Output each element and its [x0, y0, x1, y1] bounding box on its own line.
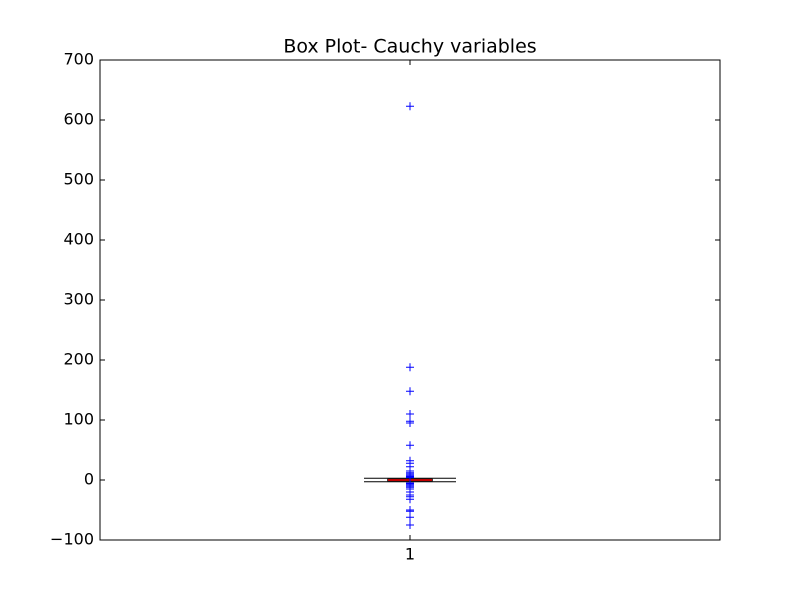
- flier: [406, 419, 414, 427]
- plot-frame: [99, 59, 721, 541]
- y-tick-label: 700: [63, 50, 94, 69]
- y-tick-label: 300: [63, 290, 94, 309]
- flier: [406, 513, 414, 522]
- flier: [406, 521, 414, 529]
- flier: [406, 387, 414, 396]
- y-tick-label: 400: [63, 230, 94, 249]
- y-tick-label: 500: [63, 170, 94, 189]
- flier: [406, 495, 414, 504]
- y-tick-label: 600: [63, 110, 94, 129]
- y-tick-label: −100: [50, 530, 94, 549]
- flier: [406, 363, 414, 372]
- y-tick-label: 200: [63, 350, 94, 369]
- y-tick-label: 0: [84, 470, 94, 489]
- y-tick-label: 100: [63, 410, 94, 429]
- flier: [406, 441, 414, 450]
- flier: [406, 410, 414, 418]
- flier: [406, 102, 414, 111]
- chart-title: Box Plot- Cauchy variables: [283, 36, 536, 58]
- x-tick-label: 1: [405, 545, 415, 564]
